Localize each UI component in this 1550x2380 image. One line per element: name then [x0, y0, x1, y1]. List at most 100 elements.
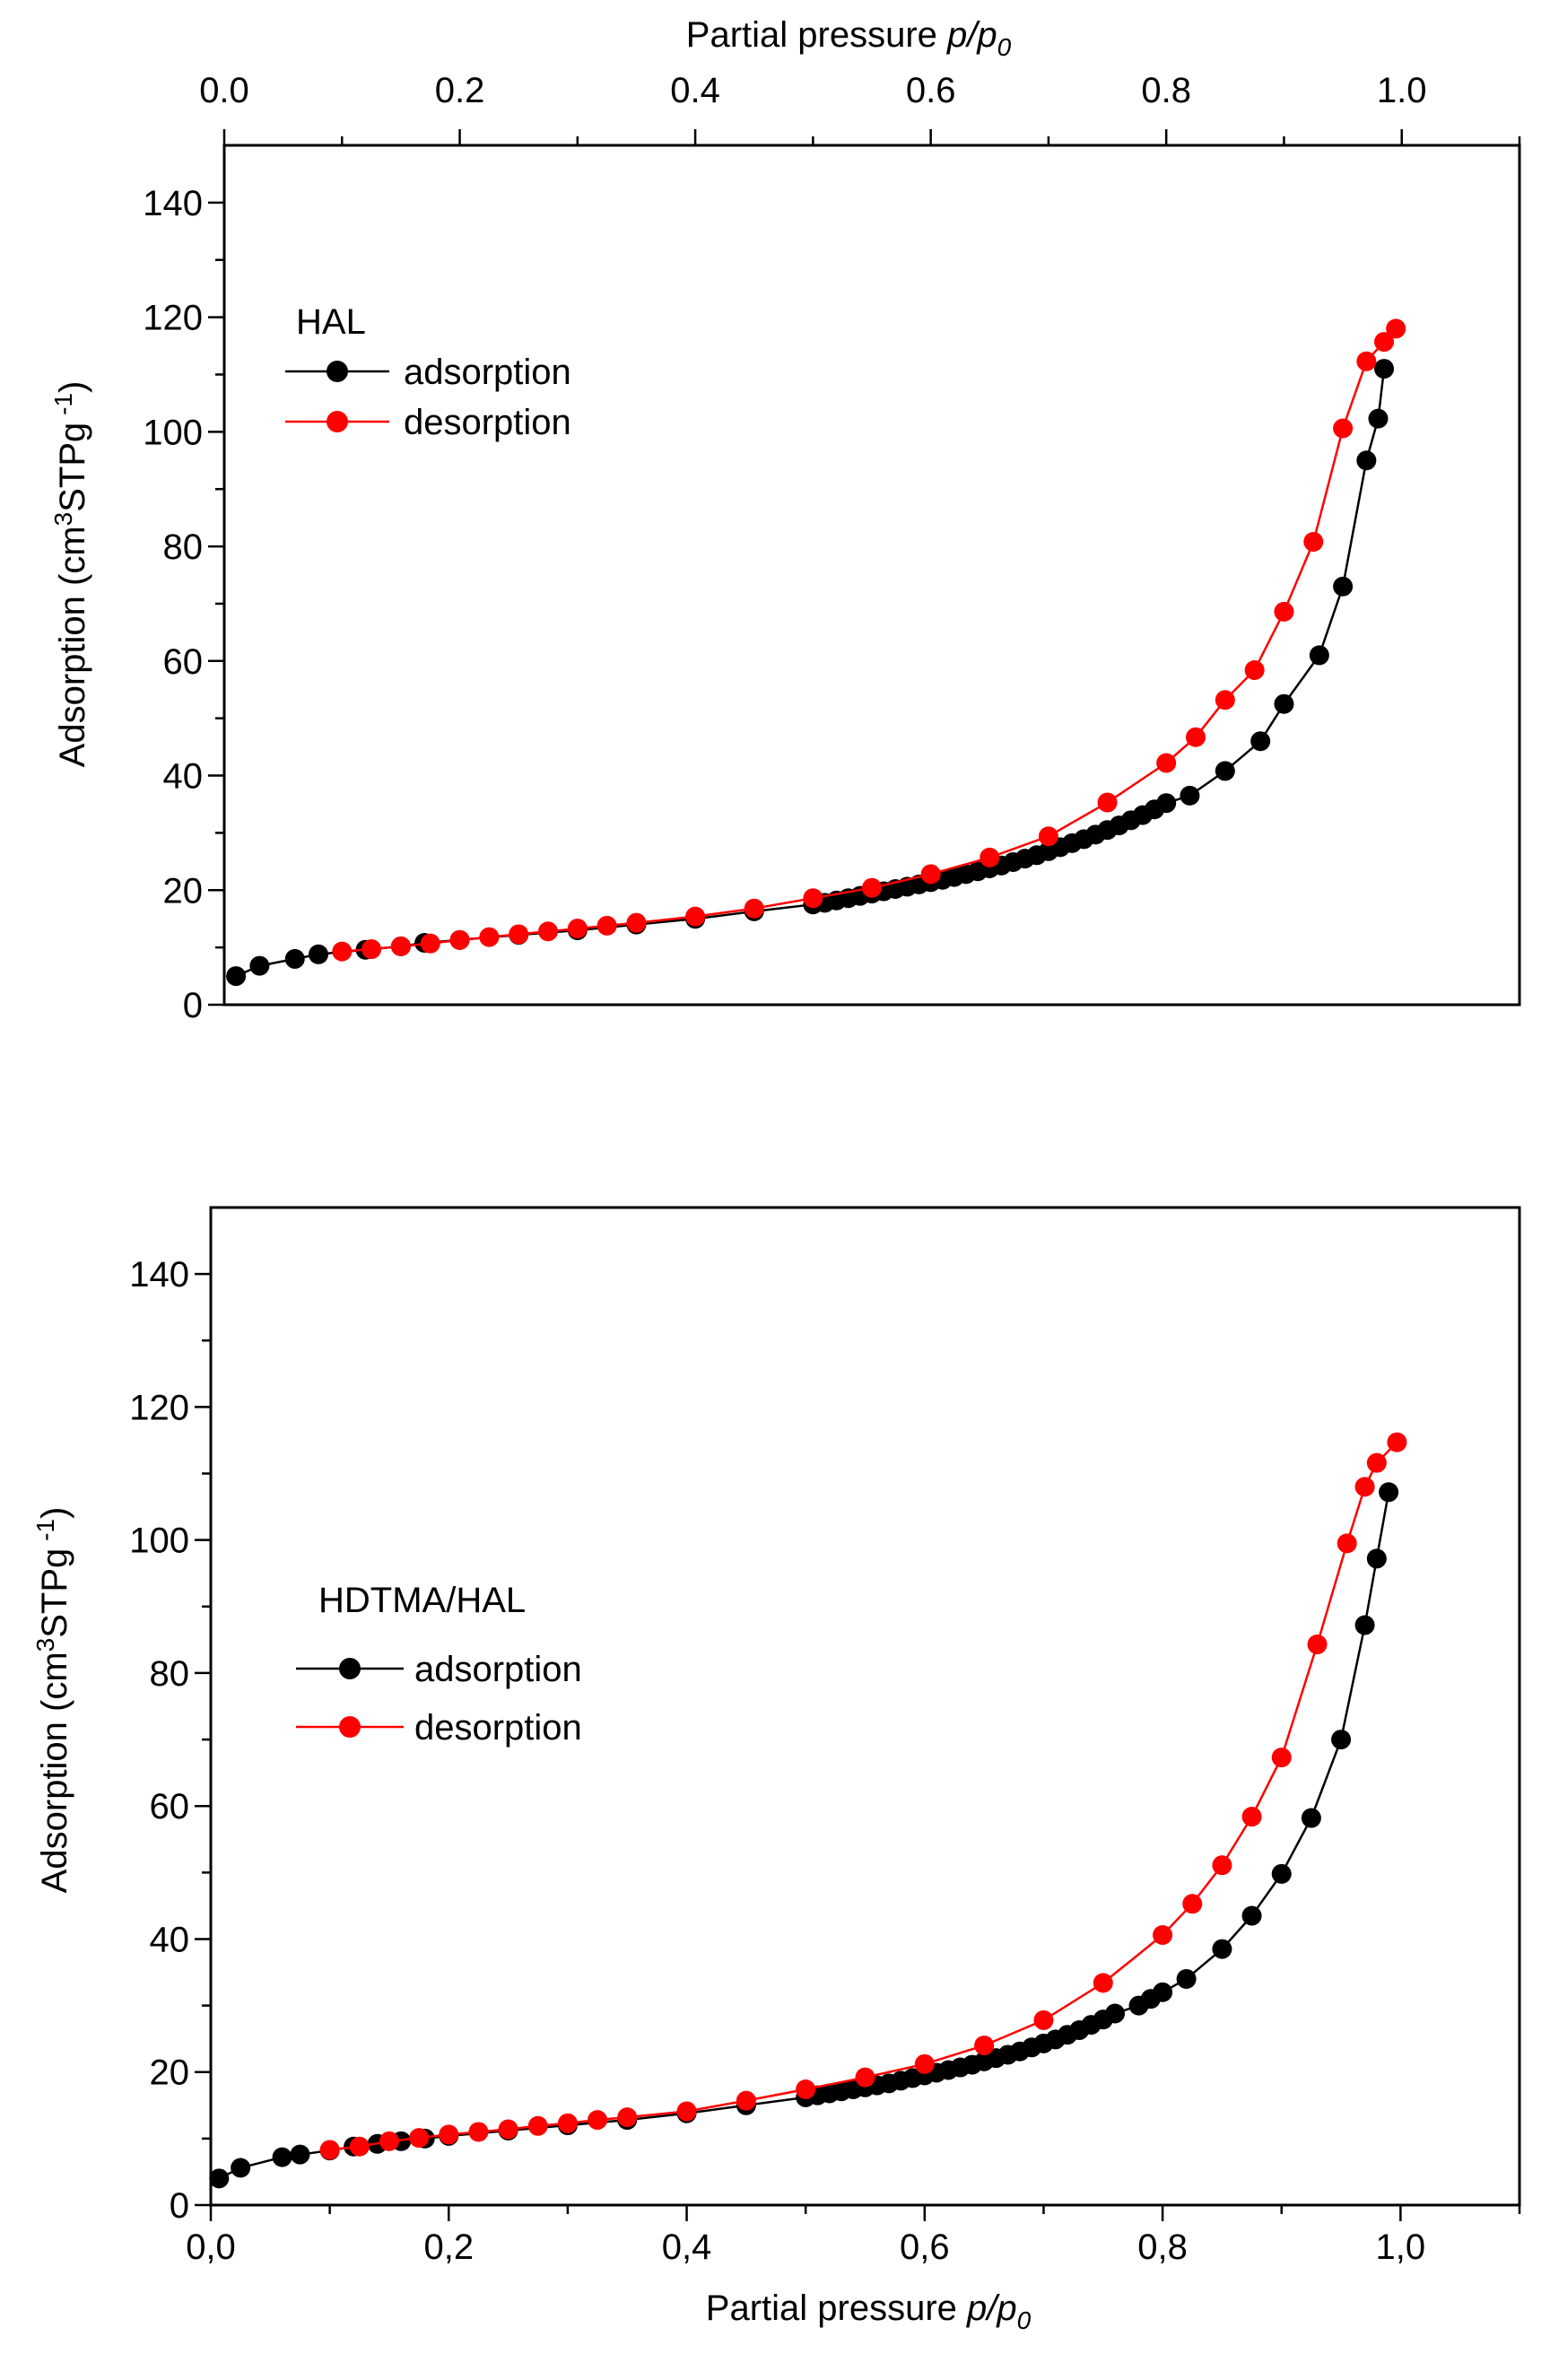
- data-point-adsorption: [231, 2158, 251, 2178]
- data-point-desorption: [479, 927, 500, 947]
- data-point-desorption: [1212, 1855, 1232, 1876]
- data-point-adsorption: [290, 2144, 310, 2165]
- legend-title: HDTMA/HAL: [318, 1581, 526, 1620]
- data-point-adsorption: [1379, 1482, 1399, 1503]
- y-axis-title-top: Adsorption (cm3STPg -1): [49, 381, 92, 768]
- data-point-adsorption: [1250, 731, 1271, 752]
- y-tick-label: 100: [129, 1521, 189, 1561]
- data-point-desorption: [409, 2128, 430, 2149]
- data-point-desorption: [1153, 1925, 1173, 1946]
- data-point-desorption: [1156, 753, 1177, 773]
- data-point-adsorption: [284, 948, 305, 969]
- data-point-desorption: [596, 915, 617, 936]
- y-tick-label: 140: [129, 1255, 189, 1295]
- y-axis-title-bottom: Adsorption (cm3STPg -1): [31, 1507, 74, 1894]
- data-point-desorption: [1215, 690, 1235, 711]
- y-tick-label: 40: [163, 757, 204, 797]
- legend-label-adsorption: adsorption: [414, 1650, 582, 1689]
- data-point-desorption: [332, 941, 353, 962]
- y-tick-label: 0: [170, 2186, 189, 2226]
- x-tick-label: 0.6: [906, 71, 956, 110]
- data-point-desorption: [509, 924, 529, 945]
- plot-area-top: [226, 318, 1406, 987]
- data-point-desorption: [1038, 826, 1058, 847]
- legend-marker-adsorption: [327, 361, 348, 382]
- legend-bottom: HDTMA/HAL adsorption desorption: [296, 1581, 582, 1748]
- data-point-adsorption: [1331, 1730, 1352, 1750]
- data-point-desorption: [449, 929, 470, 950]
- data-point-desorption: [567, 919, 588, 939]
- data-point-desorption: [1274, 601, 1294, 622]
- legend-label-desorption: desorption: [414, 1708, 582, 1748]
- x-axis-title-top: Partial pressure p/p0: [686, 15, 1012, 61]
- data-point-desorption: [914, 2053, 935, 2074]
- ticks-bottom: [195, 1272, 1521, 2221]
- data-point-desorption: [920, 864, 941, 885]
- y-tick-label: 0: [183, 986, 203, 1025]
- data-point-adsorption: [1309, 645, 1329, 666]
- data-point-desorption: [1387, 1432, 1407, 1452]
- data-point-adsorption: [272, 2147, 292, 2167]
- data-point-desorption: [736, 2090, 756, 2111]
- data-point-desorption: [1303, 531, 1324, 552]
- data-point-desorption: [1374, 332, 1395, 353]
- data-point-desorption: [349, 2136, 370, 2157]
- y-tick-label: 100: [143, 413, 203, 452]
- y-tick-label: 140: [143, 184, 203, 223]
- x-tick-label: 1.0: [1377, 71, 1427, 110]
- legend-top: HAL adsorption desorption: [285, 302, 571, 442]
- y-tick-labels-bottom: 0 20 40 60 80 100 120 140: [129, 1255, 189, 2226]
- data-point-desorption: [1097, 792, 1118, 813]
- data-point-desorption: [980, 847, 1000, 867]
- data-point-adsorption: [1374, 359, 1395, 379]
- data-point-adsorption: [1105, 2003, 1126, 2024]
- data-point-adsorption: [1176, 1968, 1197, 1989]
- data-point-desorption: [439, 2124, 459, 2145]
- data-point-adsorption: [226, 966, 247, 987]
- x-tick-label: 0,8: [1137, 2227, 1188, 2267]
- data-point-adsorption: [1301, 1808, 1321, 1828]
- panel-hdtma-hal: 0,0 0,2 0,4 0,6 0,8 1,0 0 20 40 60 80 100 120 140 Pa…: [31, 1206, 1521, 2334]
- plot-area-bottom: [209, 1432, 1407, 2189]
- x-tick-label: 0.0: [199, 71, 249, 110]
- y-tick-label: 20: [150, 2053, 190, 2093]
- data-point-desorption: [626, 912, 647, 933]
- legend-label-adsorption: adsorption: [404, 353, 571, 392]
- legend-label-desorption: desorption: [404, 403, 571, 442]
- data-point-desorption: [1241, 1807, 1262, 1827]
- x-tick-label: 0,2: [423, 2227, 474, 2267]
- x-tick-label: 0,6: [900, 2227, 950, 2267]
- data-point-adsorption: [1271, 1863, 1292, 1884]
- data-point-desorption: [420, 933, 440, 954]
- y-tick-label: 60: [150, 1787, 190, 1826]
- data-point-adsorption: [1333, 576, 1354, 597]
- data-point-desorption: [1244, 660, 1265, 681]
- legend-marker-desorption: [327, 411, 348, 432]
- data-point-desorption: [588, 2110, 608, 2131]
- data-point-desorption: [974, 2036, 995, 2056]
- data-point-desorption: [796, 2079, 816, 2100]
- x-tick-labels-top: 0.0 0.2 0.4 0.6 0.8 1.0: [199, 71, 1426, 110]
- legend-title: HAL: [296, 302, 366, 342]
- data-point-desorption: [685, 906, 706, 927]
- data-point-desorption: [1356, 351, 1377, 371]
- x-tick-labels-bottom: 0,0 0,2 0,4 0,6 0,8 1,0: [186, 2227, 1425, 2267]
- x-tick-label: 0.2: [435, 71, 485, 110]
- data-point-adsorption: [1215, 761, 1235, 781]
- x-tick-label: 0,4: [662, 2227, 712, 2267]
- data-point-desorption: [319, 2140, 340, 2160]
- y-tick-label: 60: [163, 642, 204, 682]
- data-point-desorption: [1337, 1533, 1357, 1554]
- y-tick-label: 20: [163, 871, 204, 911]
- data-point-desorption: [1186, 727, 1206, 747]
- data-point-desorption: [617, 2107, 638, 2128]
- data-point-desorption: [1366, 1452, 1387, 1473]
- y-tick-label: 120: [143, 299, 203, 338]
- x-tick-label: 0.8: [1141, 71, 1191, 110]
- data-point-desorption: [1093, 1973, 1113, 1993]
- y-tick-label: 80: [163, 527, 204, 567]
- data-point-adsorption: [1354, 1615, 1375, 1635]
- data-point-desorption: [744, 898, 764, 919]
- data-point-adsorption: [1153, 1982, 1173, 2002]
